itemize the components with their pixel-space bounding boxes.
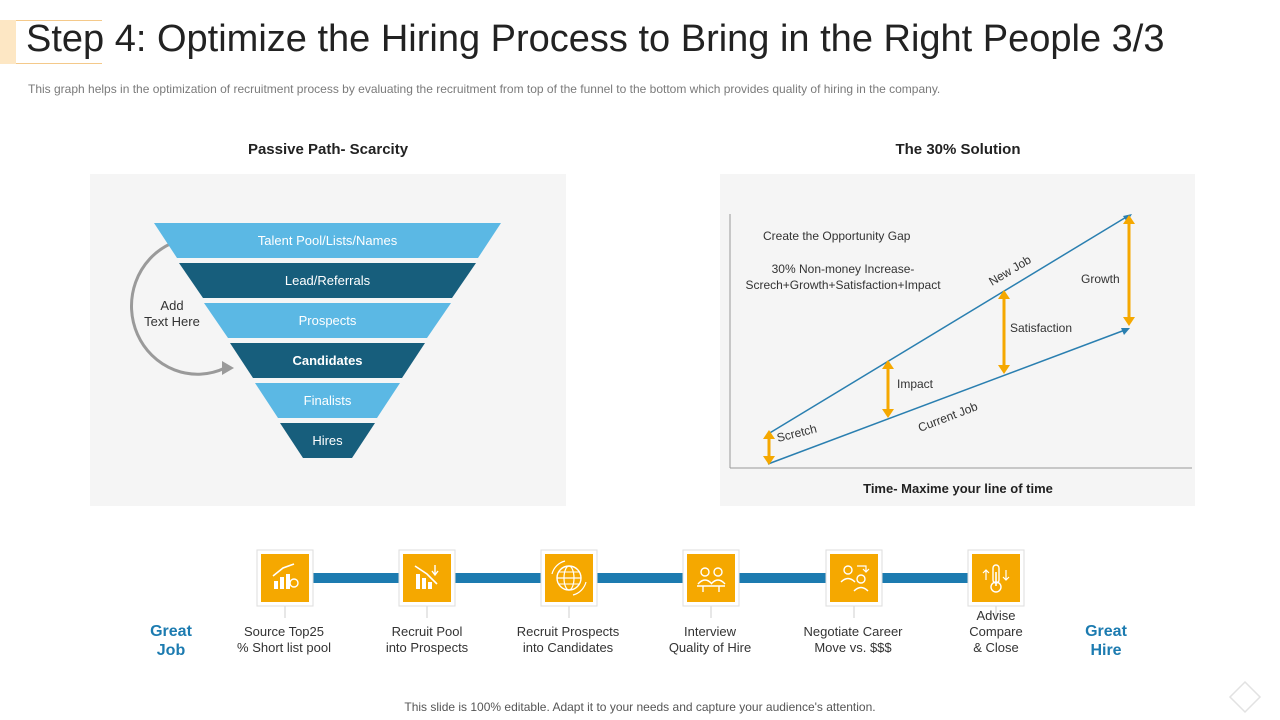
interview-icon [697,567,726,592]
step-label-1: Source Top25 % Short list pool [219,624,349,656]
funnel-level: Candidates [230,343,425,378]
globe-money-icon [551,560,587,596]
funnel-level-shape [154,223,501,258]
step-label-2: Recruit Pool into Prospects [362,624,492,656]
process-step [256,549,314,618]
process-bar [312,573,969,583]
funnel-level-label: Hires [312,433,343,448]
step-5-line-1: Negotiate Career [803,624,903,639]
solution-panel: Create the Opportunity Gap 30% Non-money… [720,174,1195,506]
chart-decline-icon [414,565,439,589]
negotiation-icon [840,565,870,592]
funnel-side-text-1: Add [160,298,183,313]
gap-arrows [763,215,1135,465]
process-step [825,549,883,618]
funnel-level-label: Talent Pool/Lists/Names [258,233,398,248]
great-hire-line-2: Hire [1090,642,1122,659]
impact-arrow [882,360,894,418]
funnel-level-shape [179,263,476,298]
funnel-level: Talent Pool/Lists/Names [154,223,501,258]
great-job-line-1: Great [150,623,192,640]
corner-diamond-icon [1228,680,1262,714]
process-timeline [256,549,1025,618]
funnel-level-shape [204,303,451,338]
process-step [398,549,456,618]
funnel-level: Finalists [255,383,400,418]
step-label-4: Interview Quality of Hire [645,624,775,656]
step-5-line-2: Move vs. $$$ [814,640,892,655]
impact-label: Impact [897,377,934,391]
step-2-line-1: Recruit Pool [391,624,463,639]
step-icon-bg [403,554,451,602]
funnel-level-label: Lead/Referrals [285,273,371,288]
increase-text-2: Screch+Growth+Satisfaction+Impact [745,278,941,292]
solution-heading: The 30% Solution [895,141,1021,158]
step-4-line-2: Quality of Hire [668,640,752,655]
funnel-level-shape [280,423,375,458]
funnel-level-shape [255,383,400,418]
funnel-panel: Add Text Here Talent Pool/Lists/Names Lea… [90,174,566,506]
solution-diagram: Create the Opportunity Gap 30% Non-money… [729,214,1192,496]
step-label-3: Recruit Prospects into Candidates [503,624,633,656]
satisfaction-label: Satisfaction [1010,321,1072,335]
title-accent [0,20,16,64]
step-icon-bg [687,554,735,602]
page-subtitle: This graph helps in the optimization of … [28,82,941,96]
funnel-level: Prospects [204,303,451,338]
funnel-level-shape [230,343,425,378]
funnel-cycle-arrow-head [222,361,234,375]
step-icon-bg [261,554,309,602]
funnel-side-text-2: Text Here [144,314,200,329]
satisfaction-arrow [998,290,1010,374]
step-6-line-2: Compare [969,624,1023,639]
thermometer-icon [982,564,1010,593]
step-label-5: Negotiate Career Move vs. $$$ [788,624,918,656]
step-1-line-2: % Short list pool [237,640,331,655]
funnel-level: Hires [280,423,375,458]
gap-title: Create the Opportunity Gap [763,229,911,243]
chart-growth-icon [272,563,299,589]
title-rule-bottom [16,63,102,64]
scretch-arrow [763,430,775,465]
footer-note: This slide is 100% editable. Adapt it to… [404,700,876,714]
current-job-line [767,329,1126,465]
funnel-level-label: Prospects [299,313,357,328]
process-step [967,549,1025,618]
funnel-level-label: Finalists [304,393,352,408]
process-step [682,549,740,618]
step-6-line-3: & Close [973,640,1019,655]
great-hire-label: Great Hire [1061,622,1151,660]
page-title: Step 4: Optimize the Hiring Process to B… [26,18,1165,60]
step-icon-bg [830,554,878,602]
funnel-diagram: Add Text Here Talent Pool/Lists/Names Lea… [130,223,501,458]
step-4-line-1: Interview [683,624,737,639]
step-2-line-2: into Prospects [385,640,469,655]
funnel-level: Lead/Referrals [179,263,476,298]
great-job-line-2: Job [156,642,186,659]
growth-arrow [1123,215,1135,326]
funnel-heading: Passive Path- Scarcity [247,141,409,158]
process-step [540,549,598,618]
funnel-cycle-arrow [130,242,226,376]
step-6-line-1: Advise [976,608,1016,623]
growth-label: Growth [1081,272,1120,286]
step-label-6: Advise Compare & Close [931,608,1061,656]
increase-text-1: 30% Non-money Increase- [772,262,915,276]
step-1-line-1: Source Top25 [244,624,324,639]
great-job-label: Great Job [126,622,216,660]
time-axis-label: Time- Maxime your line of time [863,481,1053,496]
step-3-line-2: into Candidates [522,640,614,655]
title-rule-top [16,20,102,21]
great-hire-line-1: Great [1085,623,1127,640]
new-job-label: New Job [986,252,1034,288]
current-job-line-head [1121,328,1130,335]
step-3-line-1: Recruit Prospects [516,624,620,639]
funnel-level-label: Candidates [292,353,362,368]
new-job-line [767,215,1129,435]
